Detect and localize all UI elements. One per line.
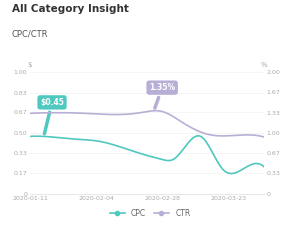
Text: %: % xyxy=(261,62,267,68)
Text: All Category Insight: All Category Insight xyxy=(12,4,129,14)
Text: CPC/CTR: CPC/CTR xyxy=(12,29,49,38)
Legend: CPC, CTR: CPC, CTR xyxy=(106,206,194,221)
Text: $: $ xyxy=(28,62,32,68)
Text: 1.35%: 1.35% xyxy=(149,83,175,108)
Text: $0.45: $0.45 xyxy=(40,98,64,134)
